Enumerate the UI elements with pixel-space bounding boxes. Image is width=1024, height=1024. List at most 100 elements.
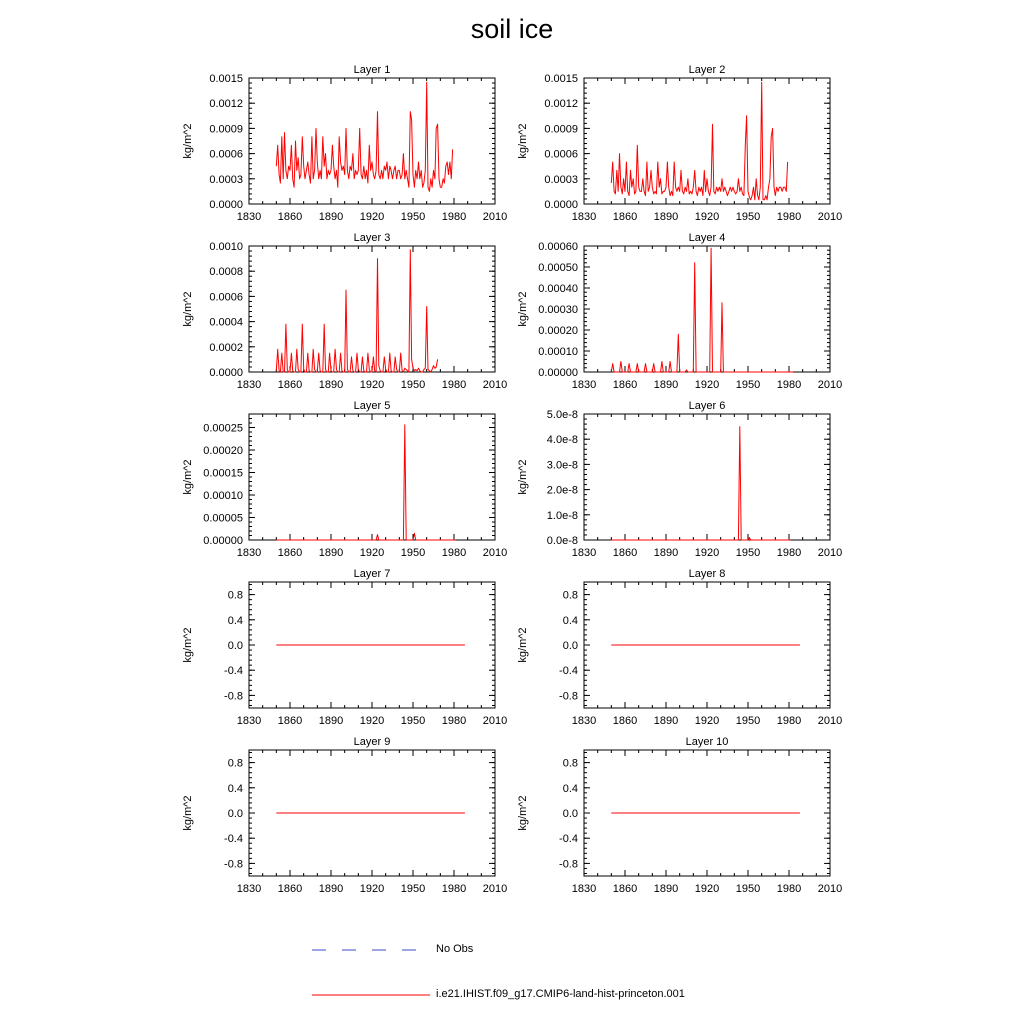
x-tick-label: 1950 bbox=[736, 715, 760, 727]
chart-panel-5: Layer 5 1830 1860 1890 1920 1950 1980 2010 0.000… bbox=[182, 400, 507, 559]
x-tick-label: 2010 bbox=[818, 379, 842, 391]
chart-panel-1: Layer 1 1830 1860 1890 1920 1950 1980 2010 0.000… bbox=[182, 64, 507, 223]
panel-title: Layer 10 bbox=[686, 736, 729, 748]
x-tick-label: 1920 bbox=[695, 379, 719, 391]
figure-title: soil ice bbox=[470, 14, 554, 44]
x-tick-label: 1980 bbox=[777, 883, 801, 895]
x-tick-label: 1950 bbox=[736, 547, 760, 559]
y-tick-label: 0.0003 bbox=[544, 174, 578, 186]
x-tick-label: 1920 bbox=[360, 715, 384, 727]
y-tick-label: 0.0015 bbox=[209, 73, 243, 85]
series-line bbox=[610, 81, 789, 201]
y-tick-label: 0.0006 bbox=[209, 291, 243, 303]
y-tick-label: -0.8 bbox=[559, 690, 578, 702]
x-tick-label: 1920 bbox=[695, 547, 719, 559]
x-tick-label: 1980 bbox=[777, 547, 801, 559]
y-tick-label: 0.00010 bbox=[538, 346, 578, 358]
y-axis-label: kg/m^2 bbox=[182, 627, 194, 662]
y-tick-label: 0.0000 bbox=[544, 199, 578, 211]
y-tick-label: 0.0012 bbox=[209, 98, 243, 110]
x-tick-label: 1830 bbox=[237, 211, 261, 223]
x-tick-label: 1980 bbox=[442, 211, 466, 223]
x-tick-label: 1950 bbox=[401, 547, 425, 559]
y-tick-label: 0.0008 bbox=[209, 266, 243, 278]
x-tick-label: 2010 bbox=[483, 547, 507, 559]
chart-panel-8: Layer 8 1830 1860 1890 1920 1950 1980 2010 -0.8 -… bbox=[517, 568, 842, 727]
x-tick-label: 1920 bbox=[695, 211, 719, 223]
y-axis-label: kg/m^2 bbox=[517, 291, 529, 326]
panel-title: Layer 2 bbox=[689, 64, 726, 76]
y-tick-label: 0.4 bbox=[228, 615, 243, 627]
y-tick-label: 0.00025 bbox=[203, 423, 243, 435]
x-tick-label: 1860 bbox=[613, 547, 637, 559]
series-line bbox=[275, 81, 454, 192]
y-tick-label: 0.0006 bbox=[544, 149, 578, 161]
series-line bbox=[275, 249, 439, 373]
chart-panel-4: Layer 4 1830 1860 1890 1920 1950 1980 2010 0.000… bbox=[517, 232, 842, 391]
x-tick-label: 1980 bbox=[777, 379, 801, 391]
y-tick-label: 0.8 bbox=[563, 758, 578, 770]
y-tick-label: 2.0e-8 bbox=[547, 485, 578, 497]
x-tick-label: 1980 bbox=[442, 883, 466, 895]
x-tick-label: 1860 bbox=[278, 547, 302, 559]
y-tick-label: 1.0e-8 bbox=[547, 510, 578, 522]
y-tick-label: -0.4 bbox=[559, 833, 578, 845]
x-tick-label: 1950 bbox=[736, 883, 760, 895]
x-tick-label: 1950 bbox=[401, 883, 425, 895]
y-tick-label: 0.00020 bbox=[538, 325, 578, 337]
x-tick-label: 1920 bbox=[360, 547, 384, 559]
y-tick-label: -0.8 bbox=[224, 858, 243, 870]
y-axis-label: kg/m^2 bbox=[517, 795, 529, 830]
x-tick-label: 1890 bbox=[319, 211, 343, 223]
x-tick-label: 1860 bbox=[613, 211, 637, 223]
y-tick-label: 5.0e-8 bbox=[547, 409, 578, 421]
panel-title: Layer 4 bbox=[689, 232, 726, 244]
y-tick-label: 0.0003 bbox=[209, 174, 243, 186]
y-tick-label: 0.0000 bbox=[209, 367, 243, 379]
x-tick-label: 1860 bbox=[278, 379, 302, 391]
y-axis-label: kg/m^2 bbox=[517, 459, 529, 494]
y-tick-label: 0.00050 bbox=[538, 262, 578, 274]
chart-panel-2: Layer 2 1830 1860 1890 1920 1950 1980 2010 0.000… bbox=[517, 64, 842, 223]
x-tick-label: 1830 bbox=[237, 883, 261, 895]
x-tick-label: 1830 bbox=[572, 547, 596, 559]
x-tick-label: 2010 bbox=[818, 715, 842, 727]
x-tick-label: 1980 bbox=[442, 379, 466, 391]
x-tick-label: 1950 bbox=[401, 715, 425, 727]
legend-label-model: i.e21.IHIST.f09_g17.CMIP6-land-hist-prin… bbox=[436, 988, 685, 1000]
y-tick-label: 0.8 bbox=[228, 758, 243, 770]
x-tick-label: 1890 bbox=[319, 715, 343, 727]
y-tick-label: 0.4 bbox=[563, 615, 578, 627]
chart-panel-7: Layer 7 1830 1860 1890 1920 1950 1980 2010 -0.8 -… bbox=[182, 568, 507, 727]
y-tick-label: 0.0004 bbox=[209, 317, 243, 329]
y-tick-label: 0.00005 bbox=[203, 513, 243, 525]
x-tick-label: 1860 bbox=[613, 883, 637, 895]
y-tick-label: 0.0010 bbox=[209, 241, 243, 253]
y-axis-label: kg/m^2 bbox=[182, 123, 194, 158]
x-tick-label: 2010 bbox=[483, 715, 507, 727]
x-tick-label: 1950 bbox=[401, 211, 425, 223]
x-tick-label: 1980 bbox=[777, 211, 801, 223]
x-tick-label: 1890 bbox=[654, 211, 678, 223]
x-tick-label: 1920 bbox=[695, 883, 719, 895]
x-tick-label: 1920 bbox=[360, 379, 384, 391]
y-tick-label: 0.4 bbox=[563, 783, 578, 795]
y-tick-label: 0.0e-8 bbox=[547, 535, 578, 547]
x-tick-label: 1920 bbox=[360, 883, 384, 895]
chart-panel-3: Layer 3 1830 1860 1890 1920 1950 1980 2010 0.000… bbox=[182, 232, 507, 391]
x-tick-label: 1950 bbox=[401, 379, 425, 391]
x-tick-label: 1890 bbox=[654, 715, 678, 727]
y-tick-label: 0.00010 bbox=[203, 490, 243, 502]
x-tick-label: 2010 bbox=[818, 547, 842, 559]
y-tick-label: 0.00000 bbox=[203, 535, 243, 547]
y-tick-label: 0.0 bbox=[563, 808, 578, 820]
y-tick-label: 0.0012 bbox=[544, 98, 578, 110]
x-tick-label: 1830 bbox=[237, 715, 261, 727]
y-tick-label: 3.0e-8 bbox=[547, 459, 578, 471]
panel-title: Layer 5 bbox=[354, 400, 391, 412]
y-tick-label: 0.0000 bbox=[209, 199, 243, 211]
x-tick-label: 2010 bbox=[483, 211, 507, 223]
